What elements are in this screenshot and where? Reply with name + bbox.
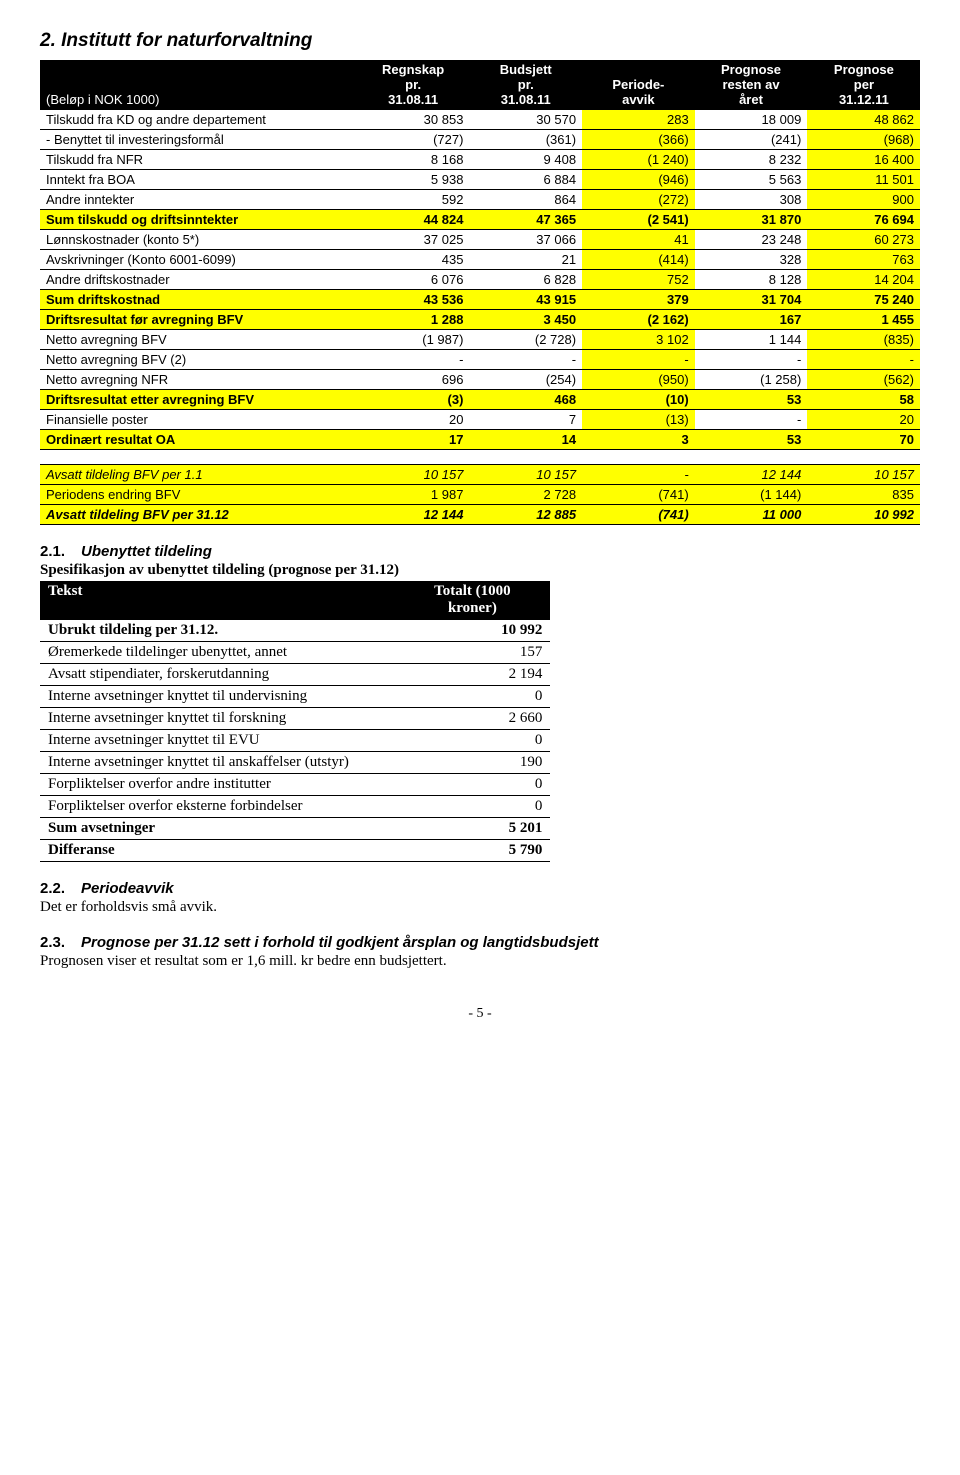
table-row: Interne avsetninger knyttet til anskaffe…: [40, 752, 550, 774]
subsection-label: Ubenyttet tildeling: [81, 543, 212, 560]
subsection-2-3-title: 2.3. Prognose per 31.12 sett i forhold ti…: [40, 934, 920, 951]
table-row: Interne avsetninger knyttet til EVU0: [40, 730, 550, 752]
table-row: Avsatt tildeling BFV per 1.110 15710 157…: [40, 465, 920, 485]
table-row: Periodens endring BFV1 9872 728(741)(1 1…: [40, 485, 920, 505]
table-row: Forpliktelser overfor andre institutter0: [40, 774, 550, 796]
table-row: Finansielle poster207(13)-20: [40, 410, 920, 430]
table-row: Driftsresultat etter avregning BFV(3)468…: [40, 390, 920, 410]
table-row: Avskrivninger (Konto 6001-6099)43521(414…: [40, 250, 920, 270]
subsection-num: 2.1.: [40, 543, 65, 560]
section-title: 2. Institutt for naturforvaltning: [40, 30, 920, 52]
subsection-2-1-title: 2.1. Ubenyttet tildeling: [40, 543, 920, 560]
financial-table: (Beløp i NOK 1000) Regnskap pr. 31.08.11…: [40, 60, 920, 525]
table-row: Netto avregning BFV(1 987)(2 728)3 1021 …: [40, 330, 920, 350]
table-row: Andre driftskostnader6 0766 8287528 1281…: [40, 270, 920, 290]
table-row: Sum tilskudd og driftsinntekter44 82447 …: [40, 210, 920, 230]
table-row: Avsatt tildeling BFV per 31.1212 14412 8…: [40, 505, 920, 525]
table-row: Ubrukt tildeling per 31.12.10 992: [40, 620, 550, 642]
fin-header-label: (Beløp i NOK 1000): [40, 60, 357, 110]
table-row: Driftsresultat før avregning BFV1 2883 4…: [40, 310, 920, 330]
table-row: Differanse5 790: [40, 840, 550, 862]
spec-caption: Spesifikasjon av ubenyttet tildeling (pr…: [40, 562, 920, 579]
table-row: Interne avsetninger knyttet til forsknin…: [40, 708, 550, 730]
table-row: Tilskudd fra NFR8 1689 408(1 240)8 23216…: [40, 150, 920, 170]
spec-col-1: Totalt (1000 kroner): [394, 581, 550, 620]
fin-col-1: Budsjett pr. 31.08.11: [469, 60, 582, 110]
table-row: Ordinært resultat OA171435370: [40, 430, 920, 450]
table-row: Lønnskostnader (konto 5*)37 02537 066412…: [40, 230, 920, 250]
subsection-label: Prognose per 31.12 sett i forhold til go…: [81, 934, 599, 951]
table-row: Netto avregning BFV (2)-----: [40, 350, 920, 370]
subsection-2-2-title: 2.2. Periodeavvik: [40, 880, 920, 897]
subsection-num: 2.3.: [40, 934, 65, 951]
table-row: Forpliktelser overfor eksterne forbindel…: [40, 796, 550, 818]
page-number: - 5 -: [40, 1006, 920, 1022]
table-row: Tilskudd fra KD og andre departement30 8…: [40, 110, 920, 130]
fin-col-2: Periode- avvik: [582, 60, 695, 110]
subsection-label: Periodeavvik: [81, 880, 174, 897]
spec-table: Tekst Totalt (1000 kroner) Ubrukt tildel…: [40, 581, 550, 862]
sub2-text: Det er forholdsvis små avvik.: [40, 899, 920, 916]
sub3-text: Prognosen viser et resultat som er 1,6 m…: [40, 953, 920, 970]
spec-col-0: Tekst: [40, 581, 394, 620]
table-row: Interne avsetninger knyttet til undervis…: [40, 686, 550, 708]
table-row: - Benyttet til investeringsformål(727)(3…: [40, 130, 920, 150]
table-row: Inntekt fra BOA5 9386 884(946)5 56311 50…: [40, 170, 920, 190]
table-row: Netto avregning NFR696(254)(950)(1 258)(…: [40, 370, 920, 390]
fin-col-0: Regnskap pr. 31.08.11: [357, 60, 470, 110]
table-row: Andre inntekter592864(272)308900: [40, 190, 920, 210]
fin-col-4: Prognose per 31.12.11: [807, 60, 920, 110]
table-row: Avsatt stipendiater, forskerutdanning2 1…: [40, 664, 550, 686]
fin-col-3: Prognose resten av året: [695, 60, 808, 110]
table-row: Sum driftskostnad43 53643 91537931 70475…: [40, 290, 920, 310]
subsection-num: 2.2.: [40, 880, 65, 897]
table-row: Øremerkede tildelinger ubenyttet, annet1…: [40, 642, 550, 664]
table-row: Sum avsetninger5 201: [40, 818, 550, 840]
